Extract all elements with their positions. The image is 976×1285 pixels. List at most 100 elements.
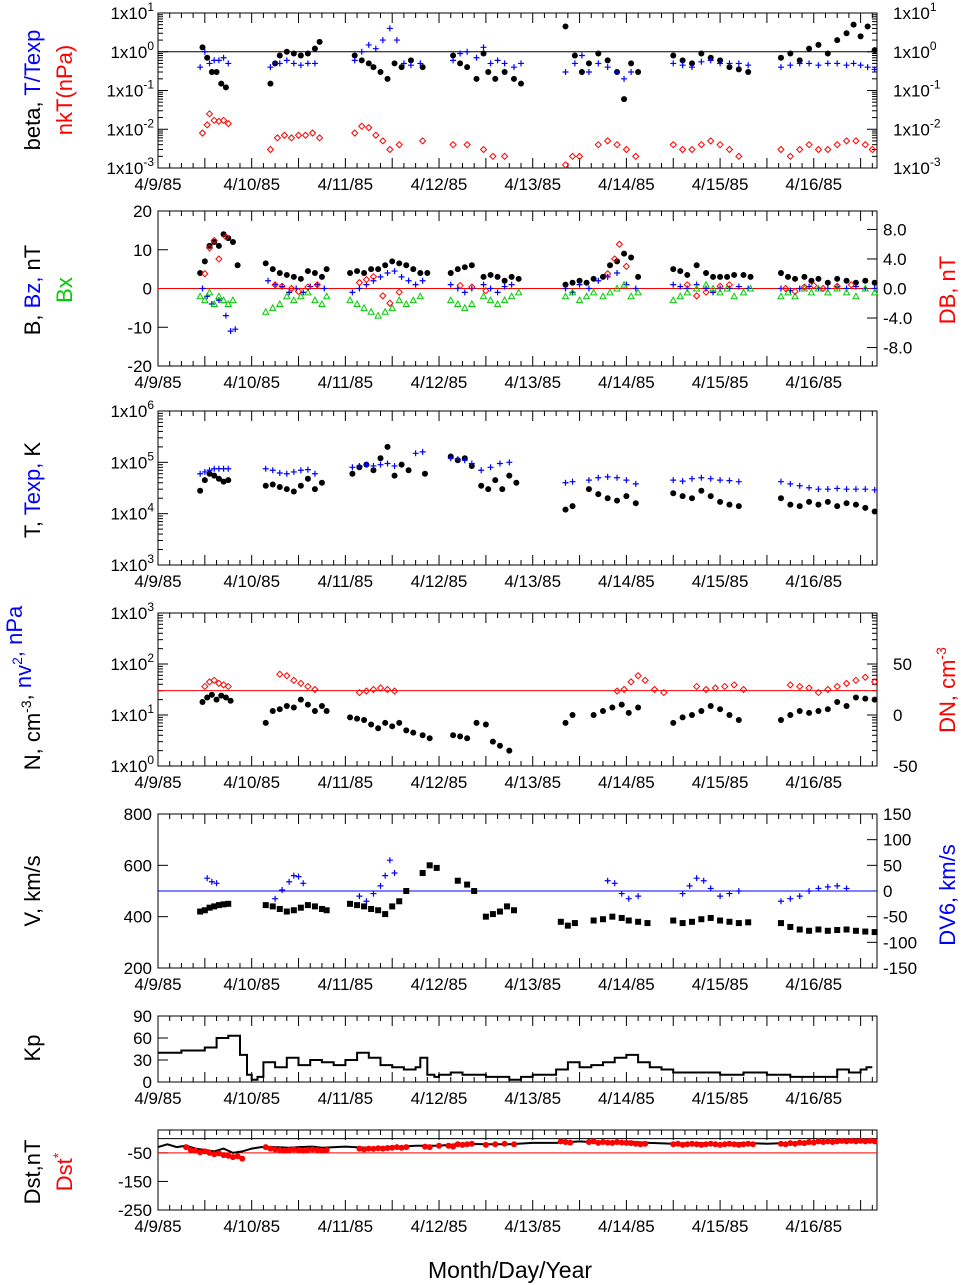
y-tick-label-right: 1x10-3 bbox=[893, 155, 941, 178]
dot-marker bbox=[679, 57, 686, 64]
plus-marker bbox=[468, 460, 475, 467]
triangle-marker bbox=[861, 284, 870, 292]
plus-marker bbox=[269, 467, 276, 474]
dot-marker bbox=[489, 738, 496, 745]
plus-marker bbox=[206, 60, 213, 67]
plus-marker bbox=[777, 478, 784, 485]
plus-marker bbox=[365, 41, 372, 48]
plus-marker bbox=[290, 468, 297, 475]
diamond-marker bbox=[315, 134, 324, 142]
plus-marker bbox=[585, 69, 592, 76]
plus-marker bbox=[454, 456, 461, 463]
diamond-marker bbox=[610, 255, 619, 263]
panel-v: 200 400 600 800 -150 -100 -50 0 50 100 150 4/9/85 4/… bbox=[20, 805, 960, 994]
dot-marker bbox=[679, 714, 686, 721]
plus-marker bbox=[267, 64, 274, 71]
dot-marker bbox=[398, 461, 405, 468]
dot-marker bbox=[276, 1147, 283, 1153]
triangle-marker bbox=[229, 296, 237, 304]
diamond-marker bbox=[313, 281, 321, 289]
plus-marker bbox=[632, 285, 639, 292]
triangle-marker bbox=[367, 307, 375, 315]
dot-marker bbox=[562, 1139, 569, 1145]
y-tick-label-right: -4.0 bbox=[883, 309, 912, 328]
series-2 bbox=[196, 280, 879, 319]
plus-marker bbox=[283, 470, 290, 477]
plus-marker bbox=[508, 281, 515, 288]
plus-marker bbox=[279, 886, 286, 893]
diamond-marker bbox=[278, 282, 286, 290]
dot-marker bbox=[698, 707, 705, 714]
plus-marker bbox=[358, 48, 365, 55]
dot-marker bbox=[571, 52, 578, 59]
dot-marker bbox=[677, 268, 684, 275]
series-0 bbox=[199, 21, 878, 103]
dot-marker bbox=[740, 271, 747, 278]
y-tick-label: 30 bbox=[133, 1051, 152, 1070]
dot-marker bbox=[398, 1144, 405, 1151]
dot-marker bbox=[377, 69, 384, 76]
y-tick-label: 400 bbox=[124, 908, 152, 927]
dot-marker bbox=[703, 1141, 710, 1148]
plus-marker bbox=[824, 883, 831, 890]
plus-marker bbox=[843, 62, 850, 69]
plus-marker bbox=[215, 57, 222, 64]
plus-marker bbox=[276, 60, 283, 67]
plus-marker bbox=[834, 882, 841, 889]
dot-marker bbox=[405, 467, 412, 474]
dot-marker bbox=[578, 69, 585, 76]
dot-marker bbox=[834, 37, 841, 44]
dot-marker bbox=[642, 1140, 649, 1147]
diamond-marker bbox=[861, 673, 869, 681]
dot-marker bbox=[450, 1143, 457, 1150]
plus-marker bbox=[604, 877, 611, 884]
triangle-marker bbox=[500, 296, 509, 304]
dot-marker bbox=[515, 275, 522, 282]
dot-marker bbox=[604, 57, 611, 64]
plus-marker bbox=[717, 893, 724, 900]
plus-marker bbox=[562, 69, 569, 76]
dot-marker bbox=[513, 479, 520, 486]
square-marker bbox=[609, 913, 616, 920]
dot-marker bbox=[450, 732, 457, 739]
square-marker bbox=[323, 907, 330, 914]
square-marker bbox=[726, 918, 733, 925]
triangle-marker bbox=[318, 299, 326, 307]
dot-marker bbox=[707, 703, 714, 710]
plus-marker bbox=[450, 57, 457, 64]
dot-marker bbox=[403, 1144, 410, 1151]
square-marker bbox=[688, 918, 695, 925]
square-marker bbox=[745, 919, 752, 926]
diamond-marker bbox=[786, 681, 795, 689]
diamond-marker bbox=[355, 688, 364, 697]
diamond-marker bbox=[702, 685, 710, 694]
dot-marker bbox=[276, 706, 283, 713]
dot-marker bbox=[318, 703, 325, 710]
plus-marker bbox=[391, 462, 398, 469]
plus-marker bbox=[412, 450, 419, 457]
dot-marker bbox=[356, 1145, 363, 1152]
dot-marker bbox=[234, 1153, 241, 1160]
square-marker bbox=[262, 902, 269, 909]
plus-marker bbox=[377, 882, 384, 889]
series-3 bbox=[201, 233, 855, 307]
dot-marker bbox=[688, 1140, 695, 1147]
dot-marker bbox=[468, 1140, 475, 1147]
dot-marker bbox=[283, 48, 290, 55]
diamond-marker bbox=[702, 288, 710, 296]
dot-marker bbox=[482, 721, 489, 728]
dot-marker bbox=[806, 45, 813, 52]
y-tick-label: 1x100 bbox=[110, 39, 154, 62]
y-tick-label-right: 1x101 bbox=[893, 0, 937, 23]
plus-marker bbox=[417, 60, 424, 67]
plus-marker bbox=[225, 60, 232, 67]
square-marker bbox=[557, 918, 564, 925]
dot-marker bbox=[396, 719, 403, 726]
dot-marker bbox=[796, 1139, 803, 1146]
series-0 bbox=[197, 231, 878, 288]
triangle-marker bbox=[395, 296, 404, 304]
plus-marker bbox=[569, 478, 576, 485]
y-axis-label-2: nkT(nPa) bbox=[52, 45, 77, 135]
diamond-marker bbox=[805, 684, 813, 692]
diamond-marker bbox=[280, 131, 289, 139]
